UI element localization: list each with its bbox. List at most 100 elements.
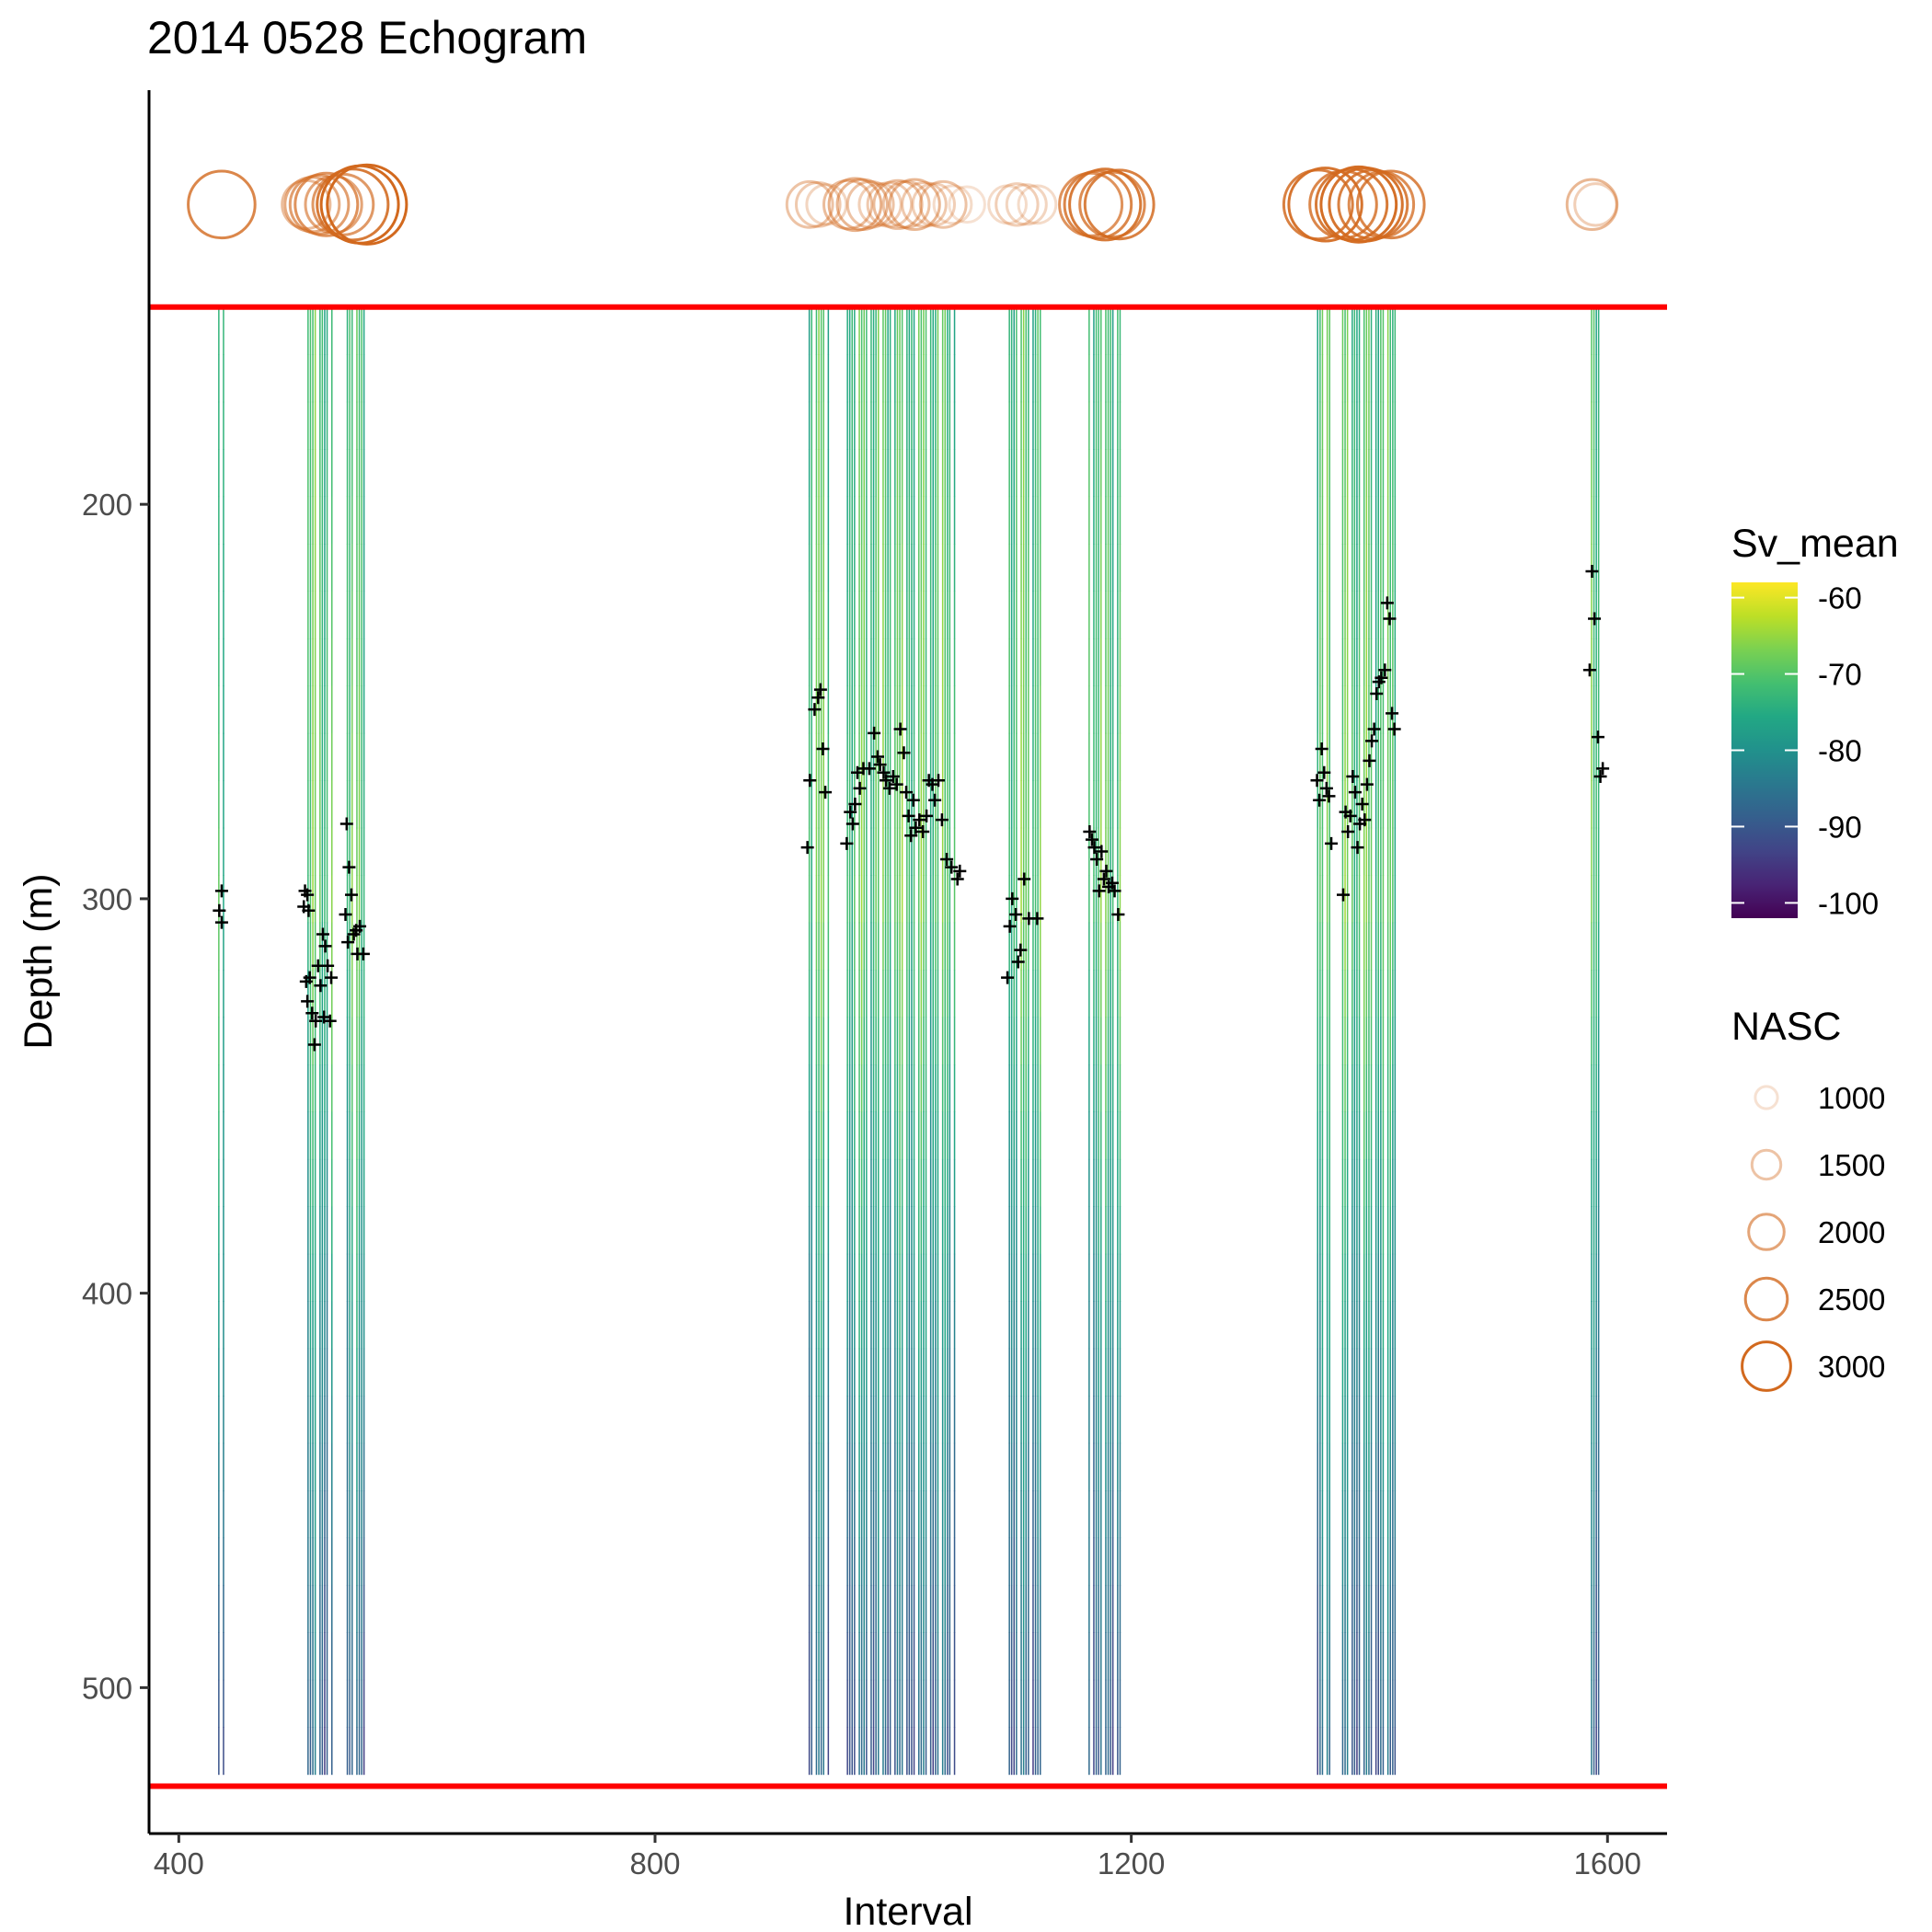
sv-cell — [1025, 1490, 1027, 1538]
sv-cell — [901, 1632, 903, 1681]
sv-cell — [1025, 1301, 1027, 1350]
sv-cell — [820, 922, 822, 971]
sv-cell — [884, 827, 887, 876]
sv-cell — [827, 1064, 830, 1112]
sv-cell — [848, 306, 851, 355]
sv-cell — [307, 1679, 309, 1728]
sv-cell — [1111, 496, 1114, 545]
sv-cell — [929, 638, 932, 686]
sv-cell — [1380, 354, 1382, 403]
sv-cell — [1040, 1679, 1041, 1728]
sv-cell — [941, 544, 944, 592]
sv-cell — [1365, 1727, 1368, 1776]
sv-cell — [937, 306, 939, 355]
sv-cell — [848, 970, 851, 1018]
sv-cell — [899, 1064, 901, 1112]
sv-cell — [908, 1111, 911, 1160]
sv-cell — [1028, 638, 1029, 686]
sv-cell — [358, 449, 361, 498]
sv-cell — [326, 970, 328, 1018]
sv-cell — [949, 306, 951, 355]
sv-cell — [1374, 970, 1377, 1018]
sv-cell — [882, 780, 884, 829]
sv-cell — [937, 875, 939, 924]
sv-cell — [1593, 875, 1595, 924]
sv-cell — [863, 354, 865, 403]
sv-cell — [1093, 354, 1095, 403]
sv-cell — [1040, 591, 1041, 639]
sv-cell — [937, 1206, 939, 1255]
sv-cell — [356, 1253, 358, 1302]
sv-cell — [1377, 401, 1379, 450]
sv-cell — [872, 1253, 875, 1302]
sv-cell — [1377, 827, 1379, 876]
sv-cell — [1377, 591, 1379, 639]
sv-cell — [854, 1158, 856, 1207]
sv-cell — [1010, 1017, 1013, 1065]
sv-cell — [1022, 780, 1025, 829]
sv-cell — [929, 1206, 932, 1255]
sv-cell — [808, 449, 811, 498]
sv-cell — [1032, 1396, 1034, 1444]
sv-column-group — [346, 306, 365, 1776]
sv-cell — [894, 1301, 896, 1350]
sv-cell — [1321, 591, 1324, 639]
sv-cell — [929, 1679, 932, 1728]
sv-cell — [1382, 401, 1385, 450]
sv-cell — [1010, 1679, 1013, 1728]
sv-cell — [349, 1206, 351, 1255]
sv-cell — [929, 1490, 932, 1538]
sv-cell — [851, 1206, 853, 1255]
sv-cell — [1365, 591, 1368, 639]
sv-cell — [331, 401, 333, 450]
sv-cell — [1093, 1206, 1095, 1255]
sv-cell — [889, 306, 891, 355]
sv-cell — [944, 1017, 946, 1065]
sv-cell — [906, 732, 908, 781]
sv-cell — [1321, 401, 1324, 450]
sv-cell — [1368, 922, 1370, 971]
sv-cell — [1111, 1348, 1114, 1397]
sv-cell — [1088, 449, 1090, 498]
sv-cell — [1392, 1443, 1394, 1491]
sv-cell — [870, 732, 872, 781]
sv-cell — [1394, 1348, 1397, 1397]
sv-cell — [1382, 780, 1385, 829]
sv-cell — [949, 354, 951, 403]
sv-cell — [932, 401, 934, 450]
sv-cell — [911, 496, 913, 545]
sv-cell — [314, 544, 316, 592]
sv-cell — [913, 1301, 915, 1350]
sv-cell — [923, 1111, 925, 1160]
sv-cell — [1088, 544, 1090, 592]
sv-cell — [1591, 1111, 1593, 1160]
sv-cell — [1363, 1301, 1365, 1350]
sv-cell — [223, 496, 224, 545]
sv-cell — [1105, 780, 1107, 829]
sv-cell — [925, 1537, 927, 1586]
sv-cell — [941, 306, 944, 355]
sv-cell — [1365, 685, 1368, 734]
sv-cell — [1591, 922, 1593, 971]
sv-cell — [1110, 970, 1111, 1018]
sv-cell — [1344, 1301, 1346, 1350]
sv-cell — [1370, 685, 1373, 734]
sv-cell — [349, 827, 351, 876]
sv-cell — [1595, 1017, 1597, 1065]
sv-cell — [319, 1727, 321, 1776]
sv-cell — [356, 306, 358, 355]
sv-cell — [1351, 1064, 1353, 1112]
sv-cell — [953, 875, 956, 924]
sv-cell — [1386, 306, 1389, 355]
sv-cell — [358, 401, 361, 450]
sv-cell — [1595, 591, 1597, 639]
sv-cell — [1093, 544, 1095, 592]
sv-cell — [1595, 1584, 1597, 1633]
sv-cell — [1093, 1584, 1095, 1633]
sv-cell — [894, 685, 896, 734]
sv-cell — [1034, 1632, 1037, 1681]
sv-cell — [1365, 401, 1368, 450]
sv-cell — [937, 544, 939, 592]
sv-cell — [906, 827, 908, 876]
sv-cell — [1034, 875, 1037, 924]
